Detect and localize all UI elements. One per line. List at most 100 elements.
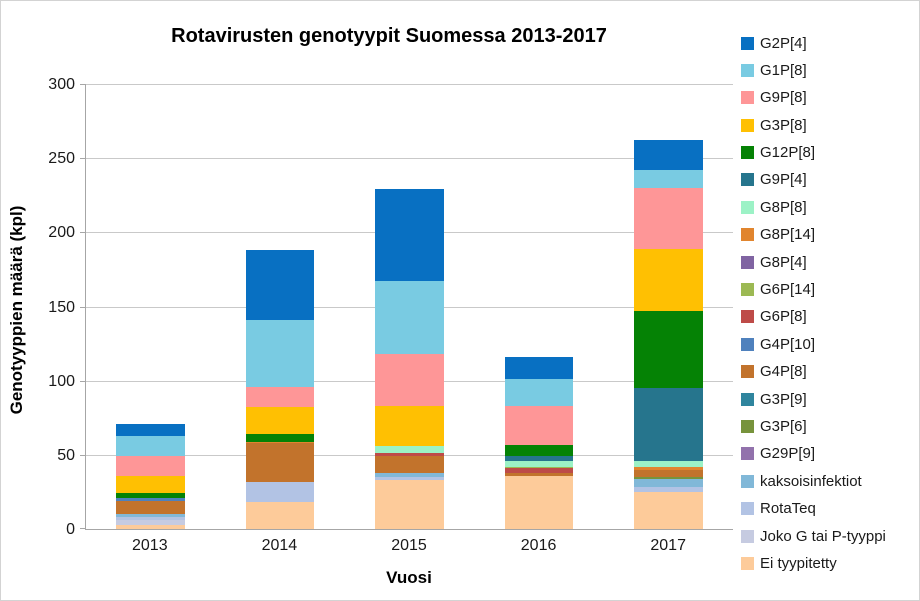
bar-segment bbox=[116, 435, 185, 457]
bar-segment bbox=[375, 477, 444, 481]
y-tickmark bbox=[80, 454, 86, 456]
bars bbox=[86, 85, 733, 529]
legend-swatch-icon bbox=[741, 337, 754, 351]
bar-segment bbox=[634, 469, 703, 478]
x-tick-label: 2017 bbox=[650, 537, 686, 554]
bar-segment bbox=[504, 405, 574, 445]
bar-segment bbox=[245, 481, 315, 503]
bar-segment bbox=[116, 517, 185, 521]
legend-swatch-icon bbox=[741, 255, 754, 269]
bar-segment bbox=[504, 466, 574, 469]
bar-segment bbox=[634, 460, 703, 467]
x-tick-labels: 2013 2014 2015 2016 2017 bbox=[85, 537, 733, 555]
legend-label: G6P[14] bbox=[760, 281, 816, 299]
legend-swatch-icon bbox=[741, 556, 754, 570]
bar-segment bbox=[116, 500, 185, 515]
legend-label: G3P[8] bbox=[760, 116, 807, 134]
legend-item: G1P[8] bbox=[741, 61, 917, 79]
bar-2016 bbox=[504, 357, 574, 529]
legend-item: G3P[9] bbox=[741, 390, 917, 408]
legend-swatch-icon bbox=[741, 118, 754, 132]
bar-segment bbox=[634, 487, 703, 492]
legend-label: G29P[9] bbox=[760, 445, 816, 463]
legend-swatch-icon bbox=[741, 419, 754, 433]
y-tick-label: 100 bbox=[48, 372, 75, 390]
bar-segment bbox=[375, 354, 444, 406]
bar-segment bbox=[375, 456, 444, 473]
legend-swatch-icon bbox=[741, 365, 754, 379]
legend-label: G3P[9] bbox=[760, 390, 807, 408]
legend-item: G3P[8] bbox=[741, 116, 917, 134]
legend-swatch-icon bbox=[741, 63, 754, 77]
legend-label: G6P[8] bbox=[760, 308, 807, 326]
x-tick-label: 2013 bbox=[132, 537, 168, 554]
y-tick-label: 200 bbox=[48, 224, 75, 242]
y-tick-label: 150 bbox=[48, 298, 75, 316]
bar-segment bbox=[245, 250, 315, 320]
legend-label: G3P[6] bbox=[760, 417, 807, 435]
bar-segment bbox=[116, 497, 185, 501]
bar-segment bbox=[245, 434, 315, 442]
y-tick-label: 0 bbox=[66, 521, 75, 538]
legend-swatch-icon bbox=[741, 173, 754, 187]
legend-label: kaksoisinfektiot bbox=[760, 472, 862, 490]
y-tickmark bbox=[80, 158, 86, 160]
bar-segment bbox=[634, 478, 703, 488]
bar-segment bbox=[116, 493, 185, 498]
legend-swatch-icon bbox=[741, 502, 754, 516]
gridline bbox=[86, 84, 733, 85]
bar-segment bbox=[245, 502, 315, 529]
y-tick-labels: 0 50 100 150 200 250 300 bbox=[1, 76, 75, 538]
legend-swatch-icon bbox=[741, 146, 754, 160]
bar-segment bbox=[245, 442, 315, 482]
legend-item: G9P[8] bbox=[741, 89, 917, 107]
legend-swatch-icon bbox=[741, 447, 754, 461]
legend-item: G6P[8] bbox=[741, 308, 917, 326]
bar-segment bbox=[634, 388, 703, 461]
legend-label: G8P[4] bbox=[760, 253, 807, 271]
bar-slot bbox=[215, 85, 344, 529]
legend-swatch-icon bbox=[741, 474, 754, 488]
legend-item: kaksoisinfektiot bbox=[741, 472, 917, 490]
bar-segment bbox=[375, 281, 444, 355]
y-tick-label: 300 bbox=[48, 76, 75, 93]
legend-swatch-icon bbox=[741, 228, 754, 242]
legend-item: G8P[4] bbox=[741, 253, 917, 271]
bar-slot bbox=[345, 85, 474, 529]
bar-segment bbox=[634, 187, 703, 249]
legend-swatch-icon bbox=[741, 392, 754, 406]
bar-segment bbox=[116, 423, 185, 436]
bar-segment bbox=[504, 472, 574, 476]
legend-swatch-icon bbox=[741, 310, 754, 324]
x-axis-title: Vuosi bbox=[386, 568, 432, 587]
legend-label: G12P[8] bbox=[760, 144, 816, 162]
legend-label: Ei tyypitetty bbox=[760, 554, 837, 572]
bar-2017 bbox=[634, 140, 703, 529]
bar-segment bbox=[504, 468, 574, 473]
bar-segment bbox=[504, 456, 574, 461]
bar-segment bbox=[375, 453, 444, 457]
legend: G2P[4] G1P[8] G9P[8] G3P[8] G12P[8] G9P[4] G8P… bbox=[741, 34, 917, 572]
bar-segment bbox=[634, 170, 703, 188]
legend-label: G9P[4] bbox=[760, 171, 807, 189]
y-tick-label: 50 bbox=[57, 446, 75, 464]
legend-item: RotaTeq bbox=[741, 500, 917, 518]
legend-swatch-icon bbox=[741, 529, 754, 543]
legend-item: G2P[4] bbox=[741, 34, 917, 52]
legend-item: G4P[8] bbox=[741, 363, 917, 381]
bar-segment bbox=[504, 460, 574, 467]
bar-segment bbox=[634, 248, 703, 312]
y-tickmark bbox=[80, 232, 86, 234]
legend-swatch-icon bbox=[741, 200, 754, 214]
x-tick-label: 2016 bbox=[520, 537, 557, 554]
bar-segment bbox=[375, 405, 444, 446]
bar-segment bbox=[634, 466, 703, 470]
bar-segment bbox=[375, 446, 444, 454]
legend-item: G8P[14] bbox=[741, 226, 917, 244]
bar-segment bbox=[634, 311, 703, 389]
bar-segment bbox=[634, 491, 703, 529]
bar-2013 bbox=[116, 423, 185, 529]
bar-segment bbox=[116, 514, 185, 518]
legend-item: G4P[10] bbox=[741, 335, 917, 353]
